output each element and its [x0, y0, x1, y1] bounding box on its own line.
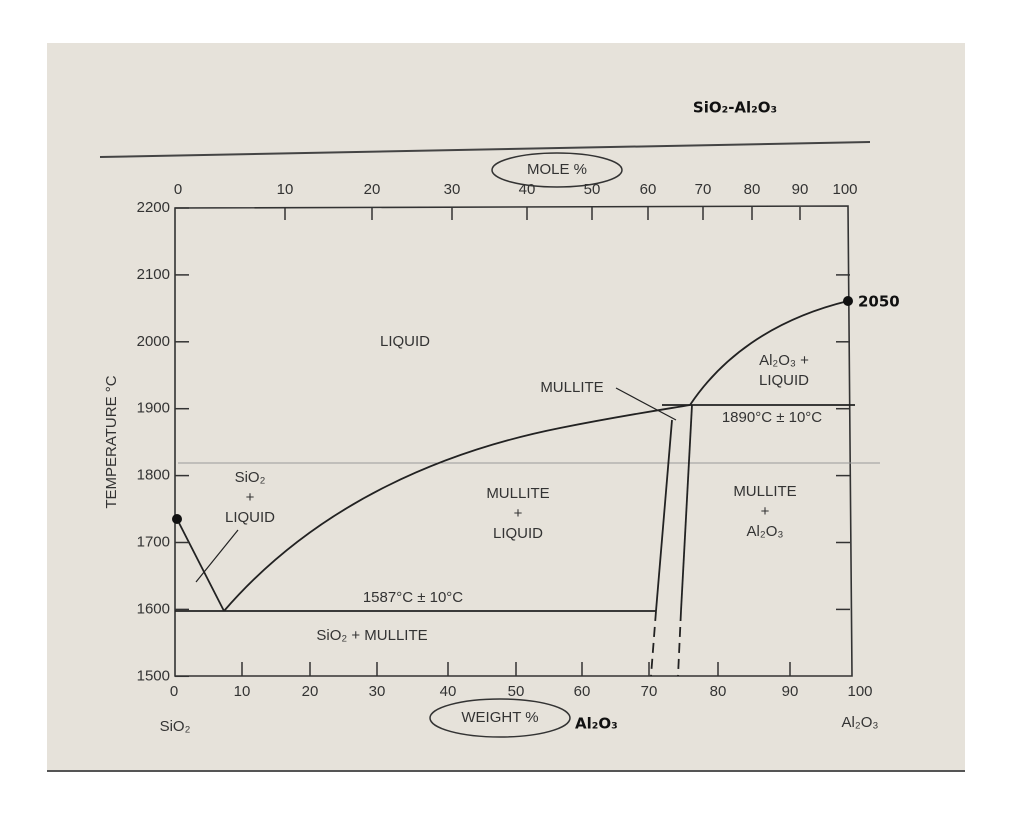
region-label: MULLITE: [486, 485, 549, 502]
top-tick-label: 20: [364, 181, 381, 198]
phase-lines: [175, 300, 855, 677]
melt-label: 2050: [858, 293, 900, 311]
mullite-left-dash: [650, 610, 657, 677]
eutectic-label: 1587°C ± 10°C: [363, 589, 463, 606]
region-label: SiO₂ + MULLITE: [316, 627, 427, 644]
mullite-liquidus: [223, 404, 691, 612]
sio2-pointer: [195, 529, 239, 583]
regions: LIQUID SiO₂ + LIQUID MULLITE + LIQUID MULLITE + A…: [225, 333, 809, 644]
left-tick-label: 1700: [137, 533, 170, 550]
bottom-tick-label: 30: [369, 683, 386, 700]
region-label: LIQUID: [493, 525, 543, 542]
mullite-pointer: [615, 387, 677, 421]
paper: [47, 43, 965, 770]
region-label: SiO₂: [235, 469, 266, 486]
region-label: MULLITE: [733, 483, 796, 500]
region-label: Al₂O₃: [747, 523, 784, 540]
bottom-tick-label: 20: [302, 683, 319, 700]
left-tick-label: 1900: [137, 400, 170, 417]
top-tick-label: 100: [832, 181, 857, 198]
plot-box: [174, 205, 853, 677]
region-label: LIQUID: [225, 509, 275, 526]
top-axis-label: MOLE %: [527, 161, 587, 178]
top-tick-label: 10: [277, 181, 294, 198]
bottom-tick-label: 60: [574, 683, 591, 700]
top-tick-label: 0: [174, 181, 182, 198]
top-tick-label: 50: [584, 181, 601, 198]
right-end-label: Al₂O₃: [842, 714, 879, 731]
bottom-tick-label: 80: [710, 683, 727, 700]
mullite-left: [655, 419, 673, 612]
top-tick-label: 90: [792, 181, 809, 198]
sio2-liquidus: [176, 518, 225, 612]
mullite-right-dash: [677, 610, 682, 677]
title: SiO₂-Al₂O₃: [693, 99, 777, 117]
region-label: +: [514, 505, 523, 522]
weight-circle: [429, 698, 571, 738]
bottom-tick-label: 0: [170, 683, 178, 700]
region-label: +: [246, 489, 255, 506]
left-tick-label: 2000: [137, 333, 170, 350]
frame: [174, 205, 880, 677]
left-tick-label: 1600: [137, 600, 170, 617]
bottom-axis-label: WEIGHT %: [461, 709, 538, 726]
left-tick-label: 2100: [137, 266, 170, 283]
bottom-tick-label: 50: [508, 683, 525, 700]
bottom-tick-label: 70: [641, 683, 658, 700]
region-label: LIQUID: [380, 333, 430, 350]
top-tick-label: 80: [744, 181, 761, 198]
top-tick-label: 40: [519, 181, 536, 198]
hand-rule: [99, 141, 871, 158]
al2o3-liquidus: [689, 300, 849, 406]
bottom-tick-label: 100: [847, 683, 872, 700]
mullite-right: [680, 404, 693, 612]
mole-circle: [491, 152, 623, 188]
bottom-axis-component: Al₂O₃: [575, 715, 618, 733]
left-tick-label: 1800: [137, 467, 170, 484]
left-end-label: SiO₂: [160, 718, 191, 735]
bottom-tick-label: 90: [782, 683, 799, 700]
region-label: LIQUID: [759, 372, 809, 389]
left-tick-label: 1500: [137, 667, 170, 684]
bottom-tick-label: 40: [440, 683, 457, 700]
region-label: +: [761, 503, 770, 520]
sio2-melt-point: [172, 514, 182, 524]
al2o3-melt-point: [843, 296, 853, 306]
region-label: MULLITE: [540, 379, 603, 396]
top-tick-label: 60: [640, 181, 657, 198]
top-tick-label: 30: [444, 181, 461, 198]
bottom-tick-label: 10: [234, 683, 251, 700]
region-label: Al₂O₃ +: [759, 352, 809, 369]
left-axis-label: TEMPERATURE °C: [103, 375, 120, 508]
top-tick-label: 70: [695, 181, 712, 198]
ticks: 0 10 20 30 40 50 60 70 80 90 100 0 10 20 30 40 50 60 70 80 9…: [137, 181, 873, 700]
left-tick-label: 2200: [137, 199, 170, 216]
peritectic-label: 1890°C ± 10°C: [722, 409, 822, 426]
